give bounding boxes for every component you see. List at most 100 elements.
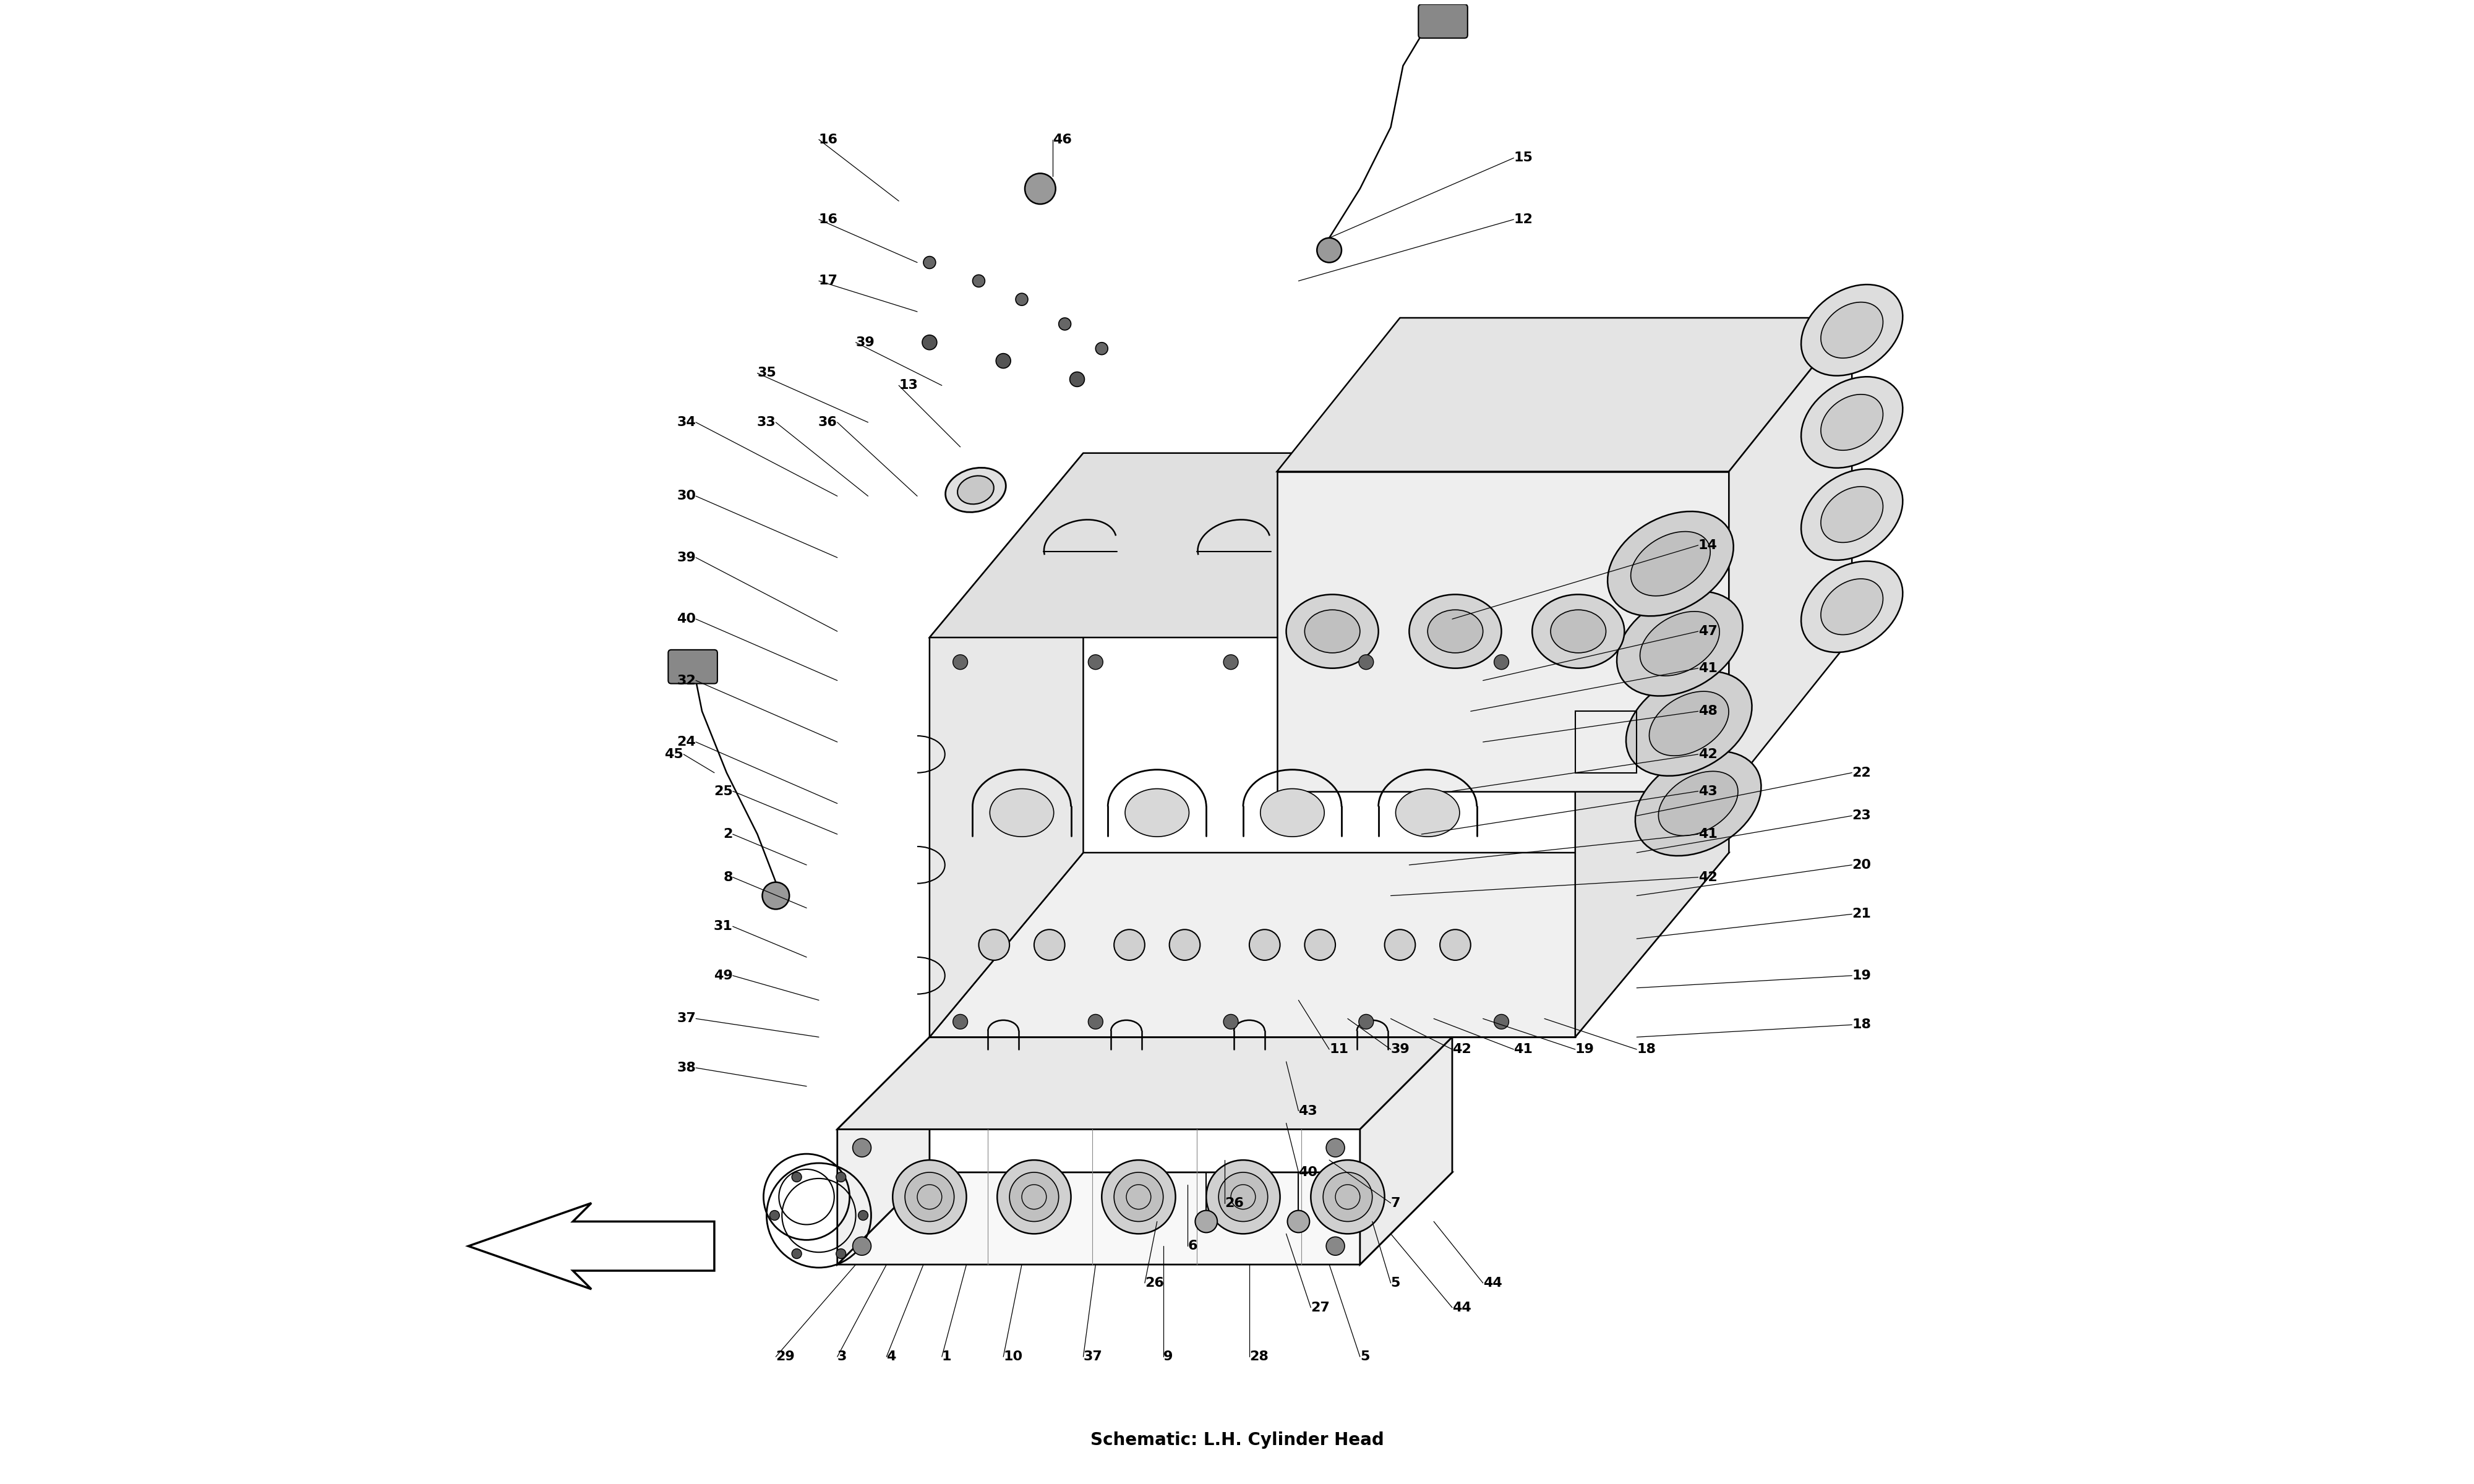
Text: 19: 19 (1853, 969, 1870, 982)
Text: 16: 16 (819, 214, 839, 226)
Text: 39: 39 (678, 552, 695, 564)
Text: 28: 28 (1249, 1350, 1269, 1362)
Circle shape (1385, 929, 1415, 960)
Text: 49: 49 (713, 969, 732, 982)
Circle shape (792, 1172, 802, 1181)
Text: 13: 13 (898, 380, 918, 392)
Text: 41: 41 (1514, 1043, 1534, 1055)
Circle shape (854, 1236, 871, 1255)
Ellipse shape (1658, 772, 1737, 835)
Polygon shape (930, 453, 1729, 638)
Text: 41: 41 (1697, 828, 1717, 840)
Circle shape (1494, 654, 1509, 669)
Text: 25: 25 (713, 785, 732, 797)
Text: 6: 6 (1188, 1241, 1197, 1252)
Circle shape (1207, 1160, 1279, 1233)
Ellipse shape (1625, 671, 1752, 776)
Ellipse shape (1640, 611, 1719, 675)
Polygon shape (836, 1037, 930, 1264)
Circle shape (854, 1138, 871, 1158)
FancyBboxPatch shape (1418, 4, 1467, 39)
Text: 29: 29 (777, 1350, 794, 1362)
Ellipse shape (1618, 591, 1742, 696)
Text: 26: 26 (1145, 1276, 1163, 1290)
Text: 20: 20 (1853, 859, 1870, 871)
Text: 8: 8 (722, 871, 732, 883)
Text: 35: 35 (757, 367, 777, 380)
Text: 22: 22 (1853, 767, 1870, 779)
Ellipse shape (1801, 561, 1903, 653)
Text: 43: 43 (1299, 1104, 1319, 1117)
Text: 34: 34 (678, 416, 695, 429)
Polygon shape (1729, 318, 1853, 791)
Text: 27: 27 (1311, 1301, 1331, 1313)
Circle shape (1101, 1160, 1175, 1233)
Text: 42: 42 (1452, 1043, 1472, 1055)
Text: 44: 44 (1482, 1276, 1502, 1290)
Circle shape (1113, 929, 1145, 960)
Text: 21: 21 (1853, 908, 1870, 920)
Ellipse shape (1635, 751, 1761, 856)
Text: 17: 17 (819, 275, 839, 286)
Text: 12: 12 (1514, 214, 1534, 226)
Text: 48: 48 (1697, 705, 1717, 717)
Circle shape (980, 929, 1009, 960)
Text: 23: 23 (1853, 810, 1870, 822)
Ellipse shape (1650, 692, 1729, 755)
Text: 16: 16 (819, 134, 839, 145)
Text: 42: 42 (1697, 871, 1717, 883)
Ellipse shape (1821, 395, 1883, 450)
Text: 4: 4 (886, 1350, 896, 1362)
Circle shape (1113, 1172, 1163, 1221)
Ellipse shape (1410, 595, 1502, 668)
Ellipse shape (1801, 285, 1903, 375)
Text: 44: 44 (1452, 1301, 1472, 1313)
Circle shape (1358, 1015, 1373, 1028)
Ellipse shape (957, 476, 995, 505)
Text: 7: 7 (1390, 1198, 1400, 1209)
Text: 33: 33 (757, 416, 777, 429)
Ellipse shape (1630, 531, 1710, 597)
Ellipse shape (1259, 788, 1324, 837)
Circle shape (1324, 1172, 1373, 1221)
Text: 45: 45 (666, 748, 683, 760)
Ellipse shape (1821, 487, 1883, 543)
Text: 3: 3 (836, 1350, 846, 1362)
Text: 36: 36 (819, 416, 836, 429)
Circle shape (769, 1211, 779, 1220)
FancyBboxPatch shape (668, 650, 717, 684)
Ellipse shape (1395, 788, 1460, 837)
Circle shape (1316, 237, 1341, 263)
Text: 5: 5 (1390, 1276, 1400, 1290)
Text: 18: 18 (1638, 1043, 1655, 1055)
Text: 40: 40 (1299, 1166, 1319, 1178)
Circle shape (1311, 1160, 1385, 1233)
Text: 10: 10 (1004, 1350, 1022, 1362)
Text: Schematic: L.H. Cylinder Head: Schematic: L.H. Cylinder Head (1091, 1432, 1383, 1448)
Text: 2: 2 (722, 828, 732, 840)
Ellipse shape (1286, 595, 1378, 668)
Polygon shape (1277, 472, 1729, 791)
Circle shape (1089, 1015, 1103, 1028)
Circle shape (1024, 174, 1056, 205)
Ellipse shape (1821, 579, 1883, 635)
Circle shape (1034, 929, 1064, 960)
Text: 1: 1 (943, 1350, 952, 1362)
Ellipse shape (1551, 610, 1606, 653)
Ellipse shape (1427, 610, 1482, 653)
Circle shape (1304, 929, 1336, 960)
Circle shape (1286, 1211, 1309, 1233)
Circle shape (1170, 929, 1200, 960)
Circle shape (923, 335, 938, 350)
Circle shape (1494, 1015, 1509, 1028)
Text: 37: 37 (1084, 1350, 1103, 1362)
Ellipse shape (990, 788, 1054, 837)
Circle shape (893, 1160, 967, 1233)
Text: 43: 43 (1697, 785, 1717, 797)
Text: 15: 15 (1514, 151, 1534, 165)
Circle shape (1195, 1211, 1217, 1233)
Circle shape (1009, 1172, 1059, 1221)
Circle shape (923, 257, 935, 269)
Polygon shape (468, 1204, 715, 1290)
Ellipse shape (1126, 788, 1190, 837)
